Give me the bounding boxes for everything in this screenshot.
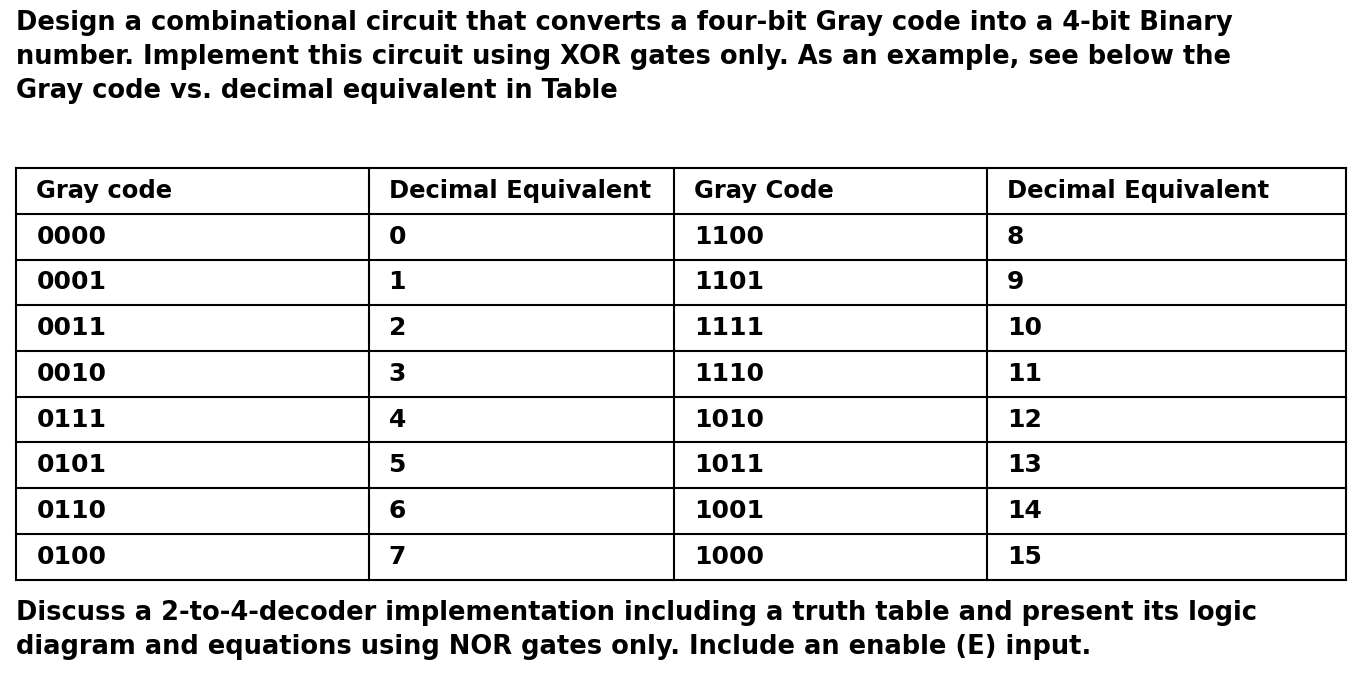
Text: 15: 15: [1007, 545, 1042, 569]
Text: 1001: 1001: [695, 499, 764, 523]
Text: 13: 13: [1007, 453, 1042, 477]
Text: 4: 4: [388, 407, 406, 431]
Text: 1000: 1000: [695, 545, 764, 569]
Text: Gray code: Gray code: [37, 179, 173, 203]
Text: 1100: 1100: [695, 225, 764, 248]
Text: 0111: 0111: [37, 407, 106, 431]
Text: Decimal Equivalent: Decimal Equivalent: [388, 179, 651, 203]
Text: 1010: 1010: [695, 407, 764, 431]
Text: 10: 10: [1007, 316, 1042, 340]
Text: 9: 9: [1007, 270, 1024, 294]
Text: 1: 1: [388, 270, 406, 294]
Text: 11: 11: [1007, 362, 1042, 386]
Text: 3: 3: [388, 362, 406, 386]
Text: 7: 7: [388, 545, 406, 569]
Text: Design a combinational circuit that converts a four-bit Gray code into a 4-bit B: Design a combinational circuit that conv…: [16, 10, 1233, 104]
Text: 8: 8: [1007, 225, 1024, 248]
Text: 1101: 1101: [695, 270, 764, 294]
Text: 12: 12: [1007, 407, 1042, 431]
Text: 6: 6: [388, 499, 406, 523]
Text: 0010: 0010: [37, 362, 106, 386]
Text: 0101: 0101: [37, 453, 106, 477]
Text: Discuss a 2-to-4-decoder implementation including a truth table and present its : Discuss a 2-to-4-decoder implementation …: [16, 600, 1257, 660]
Text: 0001: 0001: [37, 270, 106, 294]
Text: 2: 2: [388, 316, 406, 340]
Text: 0011: 0011: [37, 316, 106, 340]
Text: 0: 0: [388, 225, 406, 248]
Text: 1111: 1111: [695, 316, 764, 340]
Text: Gray Code: Gray Code: [695, 179, 834, 203]
Text: 5: 5: [388, 453, 406, 477]
Text: Decimal Equivalent: Decimal Equivalent: [1007, 179, 1269, 203]
Text: 0110: 0110: [37, 499, 106, 523]
Text: 0100: 0100: [37, 545, 106, 569]
Text: 1110: 1110: [695, 362, 764, 386]
Text: 14: 14: [1007, 499, 1042, 523]
Text: 1011: 1011: [695, 453, 764, 477]
Text: 0000: 0000: [37, 225, 106, 248]
